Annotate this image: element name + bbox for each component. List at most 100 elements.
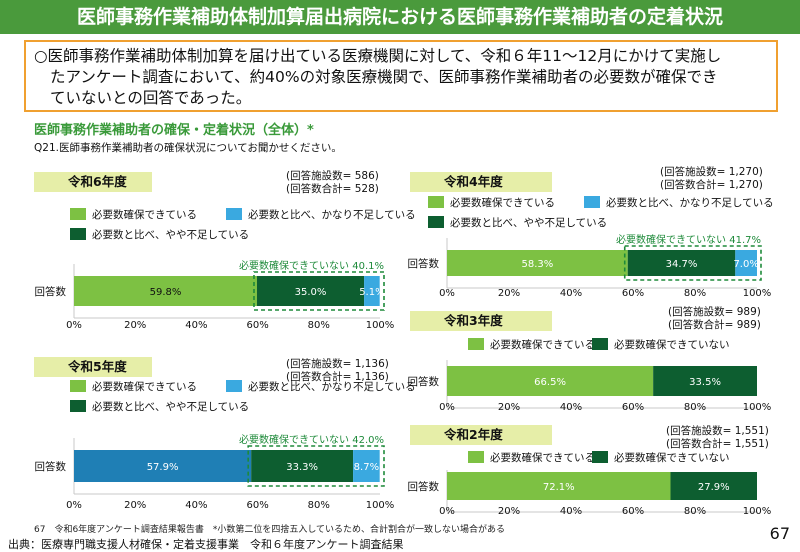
x-tick-label: 60% xyxy=(246,320,268,331)
counts-r2: (回答施設数= 1,551) (回答数合計= 1,551) xyxy=(666,425,769,451)
legend-item: 必要数と比べ、かなり不足している xyxy=(226,208,416,222)
page-title: 医師事務作業補助体制加算届出病院における医師事務作業補助者の定着状況 xyxy=(0,0,800,34)
answer-total: (回答数合計= 989) xyxy=(668,319,761,331)
bar-segment xyxy=(447,366,654,396)
question-text: Q21.医師事務作業補助者の確保状況についてお聞かせください。 xyxy=(34,142,342,154)
year-label-r5: 令和5年度 xyxy=(34,357,152,377)
stacked-bar-chart-r3: 回答数 66.5% 33.5% 0% 20% 40% 60% 80% 100% xyxy=(408,360,772,413)
x-tick-label: 80% xyxy=(308,320,330,331)
x-tick-label: 40% xyxy=(560,288,582,299)
annotation-label: 必要数確保できていない 40.1% xyxy=(239,259,384,272)
data-label: 35.0% xyxy=(295,287,327,298)
x-tick-label: 40% xyxy=(560,402,582,413)
x-tick-label: 40% xyxy=(560,506,582,517)
facility-count: (回答施設数= 1,270) xyxy=(660,166,763,178)
x-tick-label: 80% xyxy=(308,500,330,511)
legend-item: 必要数確保できている xyxy=(468,451,595,465)
legend-label: 必要数と比べ、やや不足している xyxy=(92,229,250,241)
legend-item: 必要数と比べ、やや不足している xyxy=(70,400,249,414)
x-tick-label: 60% xyxy=(622,506,644,517)
bar-segment xyxy=(364,276,380,306)
x-tick-label: 80% xyxy=(684,288,706,299)
legend-swatch xyxy=(584,196,600,208)
legend-label: 必要数と比べ、かなり不足している xyxy=(606,197,774,209)
data-label: 33.3% xyxy=(286,462,318,473)
data-label: 8.7% xyxy=(354,462,379,473)
bar-segment xyxy=(74,276,257,306)
legend-label: 必要数と比べ、かなり不足している xyxy=(248,381,416,393)
legend-label: 必要数と比べ、かなり不足している xyxy=(248,209,416,221)
legend-item: 必要数と比べ、やや不足している xyxy=(70,228,249,242)
legend-label: 必要数確保できている xyxy=(92,209,197,221)
x-tick-label: 100% xyxy=(366,500,395,511)
answer-total: (回答数合計= 1,136) xyxy=(286,371,389,383)
facility-count: (回答施設数= 1,551) xyxy=(666,425,769,437)
legend-swatch xyxy=(70,400,86,412)
bar-segment xyxy=(256,276,365,306)
facility-count: (回答施設数= 586) xyxy=(286,170,379,182)
legend-label: 必要数確保できている xyxy=(490,339,595,351)
data-label: 27.9% xyxy=(698,482,730,493)
category-label: 回答数 xyxy=(35,285,67,298)
legend-label: 必要数確保できている xyxy=(450,197,555,209)
legend-item: 必要数と比べ、かなり不足している xyxy=(226,380,416,394)
x-tick-label: 20% xyxy=(498,506,520,517)
x-tick-label: 100% xyxy=(366,320,395,331)
counts-r4: (回答施設数= 1,270) (回答数合計= 1,270) xyxy=(660,166,763,192)
x-tick-label: 0% xyxy=(66,500,82,511)
legend-swatch xyxy=(428,196,444,208)
legend-label: 必要数確保できていない xyxy=(614,452,730,464)
data-label: 5.1% xyxy=(359,287,384,298)
legend-item: 必要数確保できている xyxy=(70,208,197,222)
stacked-bar-chart-r4: 回答数 58.3% 34.7% 7.0% 必要数確保できていない 41.7% 0% 20% 4… xyxy=(408,234,772,299)
x-tick-label: 0% xyxy=(66,320,82,331)
x-tick-label: 20% xyxy=(124,320,146,331)
data-label: 66.5% xyxy=(534,377,566,388)
highlight-box xyxy=(253,271,385,311)
stacked-bar-chart-r2: 回答数 72.1% 27.9% 0% 20% 40% 60% 80% 100% xyxy=(408,470,772,517)
x-tick-label: 40% xyxy=(185,500,207,511)
x-tick-label: 60% xyxy=(622,402,644,413)
x-tick-label: 0% xyxy=(439,506,455,517)
bar-segment xyxy=(670,472,757,500)
year-label-r6: 令和6年度 xyxy=(34,172,152,192)
legend-label: 必要数確保できている xyxy=(92,381,197,393)
stacked-bar-chart-r6: 回答数 59.8% 35.0% 5.1% 必要数確保できていない 40.1% 0% 20% 4… xyxy=(35,259,395,331)
category-label: 回答数 xyxy=(408,480,440,493)
legend-item: 必要数確保できている xyxy=(428,196,555,210)
x-tick-label: 60% xyxy=(622,288,644,299)
legend-swatch xyxy=(70,208,86,220)
highlight-box xyxy=(247,445,385,487)
answer-total: (回答数合計= 1,270) xyxy=(660,179,763,191)
bar-segment xyxy=(353,450,380,482)
legend-label: 必要数と比べ、やや不足している xyxy=(92,401,250,413)
legend-swatch xyxy=(592,451,608,463)
x-tick-label: 80% xyxy=(684,506,706,517)
category-label: 回答数 xyxy=(35,460,67,473)
legend-item: 必要数と比べ、やや不足している xyxy=(428,216,607,230)
facility-count: (回答施設数= 989) xyxy=(668,306,761,318)
legend-swatch xyxy=(592,338,608,350)
x-tick-label: 100% xyxy=(743,506,772,517)
legend-swatch xyxy=(468,338,484,350)
legend-swatch xyxy=(428,216,444,228)
data-label: 72.1% xyxy=(543,482,575,493)
year-label-r3: 令和3年度 xyxy=(410,311,552,331)
facility-count: (回答施設数= 1,136) xyxy=(286,358,389,370)
x-tick-label: 20% xyxy=(124,500,146,511)
x-tick-label: 0% xyxy=(439,288,455,299)
answer-total: (回答数合計= 528) xyxy=(286,183,379,195)
legend-swatch xyxy=(70,228,86,240)
category-label: 回答数 xyxy=(408,375,440,388)
legend-swatch xyxy=(468,451,484,463)
answer-total: (回答数合計= 1,551) xyxy=(666,438,769,450)
bar-segment xyxy=(627,250,736,276)
x-tick-label: 100% xyxy=(743,402,772,413)
year-label-r4: 令和4年度 xyxy=(410,172,552,192)
legend-label: 必要数と比べ、やや不足している xyxy=(450,217,608,229)
source-note: 出典：医療専門職支援人材確保・定着支援事業 令和６年度アンケート調査結果 xyxy=(8,538,404,551)
x-tick-label: 80% xyxy=(684,402,706,413)
summary-line: たアンケート調査において、約40%の対象医療機関で、医師事務作業補助者の必要数が… xyxy=(50,68,718,86)
x-tick-label: 20% xyxy=(498,288,520,299)
summary-box: ○医師事務作業補助体制加算を届け出ている医療機関に対して、令和６年11〜12月に… xyxy=(24,40,778,112)
